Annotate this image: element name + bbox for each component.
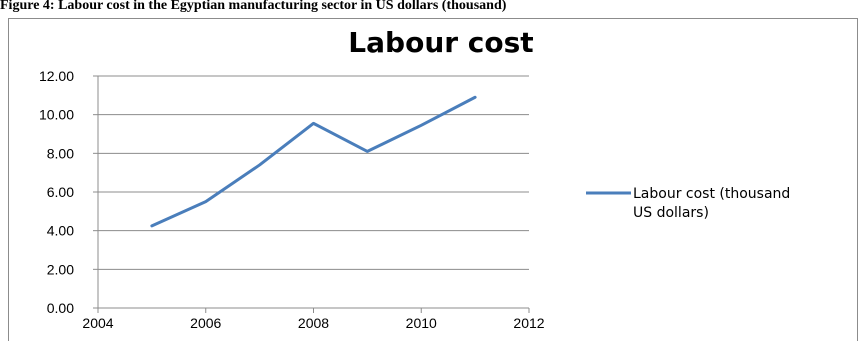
y-tick-label: 0.00 (47, 300, 74, 316)
legend-label: Labour cost (thousand (633, 186, 790, 202)
y-tick-label: 2.00 (47, 261, 74, 277)
y-tick-label: 12.00 (39, 68, 74, 84)
x-tick-label: 2010 (406, 315, 437, 331)
y-tick-label: 10.00 (39, 107, 74, 123)
x-tick-label: 2006 (190, 315, 221, 331)
y-tick-label: 4.00 (47, 223, 74, 239)
y-tick-label: 6.00 (47, 184, 74, 200)
x-tick-label: 2012 (513, 315, 544, 331)
series-line (150, 95, 477, 228)
y-tick-label: 8.00 (47, 145, 74, 161)
chart-frame (8, 18, 858, 341)
chart-title: Labour cost (348, 26, 533, 59)
legend-label: US dollars) (633, 205, 709, 221)
x-tick-label: 2008 (298, 315, 329, 331)
figure-caption: Figure 4: Labour cost in the Egyptian ma… (0, 0, 507, 13)
x-tick-label: 2004 (82, 315, 113, 331)
